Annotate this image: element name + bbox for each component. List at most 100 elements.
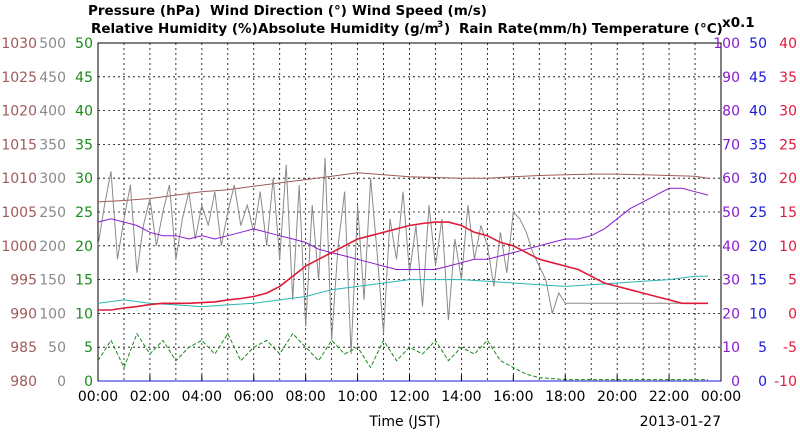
- y-tick-label-wind-dir: 200: [39, 239, 66, 255]
- y-tick-label-rain: 20: [749, 239, 767, 255]
- series-line-0: [97, 172, 709, 203]
- y-tick-label-pressure: 1030: [1, 36, 37, 52]
- y-tick-label-rel-hum: 90: [722, 70, 740, 86]
- y-tick-label-temp: 10: [779, 239, 797, 255]
- y-tick-label-temp: -5: [783, 340, 797, 356]
- x-tick-label: 00:00: [78, 389, 118, 405]
- y-tick-label-rain: 25: [749, 205, 767, 221]
- y-tick-label-wind-speed: 10: [75, 306, 93, 322]
- y-tick-label-rel-hum: 30: [722, 273, 740, 289]
- x-tick-label: 22:00: [649, 389, 689, 405]
- y-tick-label-pressure: 995: [10, 273, 37, 289]
- legend-rain-rate: Rain Rate(mm/h): [459, 21, 588, 37]
- series-line-4: [97, 275, 708, 308]
- x-tick-label: 20:00: [597, 389, 637, 405]
- y-tick-label-rain: 40: [749, 104, 767, 120]
- y-tick-label-wind-speed: 40: [75, 104, 93, 120]
- y-tick-label-wind-speed: 45: [75, 70, 93, 86]
- y-tick-label-wind-dir: 400: [39, 104, 66, 120]
- y-tick-label-wind-speed: 35: [75, 137, 93, 153]
- y-tick-label-rain: 5: [758, 340, 767, 356]
- y-tick-label-rain: 0: [758, 374, 767, 390]
- x-axis-label: Time (JST): [368, 414, 440, 430]
- series-line-3: [97, 187, 709, 270]
- y-tick-label-wind-speed: 0: [84, 374, 93, 390]
- legend-temperature: Temperature (°C): [592, 21, 723, 37]
- y-tick-label-pressure: 1010: [1, 171, 37, 187]
- x-tick-label: 02:00: [130, 389, 170, 405]
- y-tick-label-wind-dir: 500: [39, 36, 66, 52]
- y-tick-label-rain: 15: [749, 273, 767, 289]
- legend-absolute-humidity-close: ): [444, 21, 450, 37]
- y-tick-label-rel-hum: 50: [722, 205, 740, 221]
- y-tick-label-wind-speed: 15: [75, 273, 93, 289]
- y-tick-label-pressure: 1020: [1, 104, 37, 120]
- y-tick-label-temp: 35: [779, 70, 797, 86]
- y-tick-label-rain: 50: [749, 36, 767, 52]
- y-tick-label-wind-dir: 50: [48, 340, 66, 356]
- legend-wind-direction: Wind Direction (°): [210, 3, 347, 19]
- legend-absolute-humidity: Absolute Humidity (g/m: [258, 21, 439, 37]
- y-tick-label-temp: 30: [779, 104, 797, 120]
- y-tick-label-pressure: 990: [10, 306, 37, 322]
- y-tick-label-temp: 20: [779, 171, 797, 187]
- legend-pressure: Pressure (hPa): [88, 3, 201, 19]
- y-tick-label-pressure: 1015: [1, 137, 37, 153]
- axes: 00:00 02:00 04:00 06:00 08:00 10:00 12:00 14:00…: [1, 36, 797, 405]
- x-tick-label: 10:00: [337, 389, 377, 405]
- y-tick-label-rel-hum: 80: [722, 104, 740, 120]
- series-line-6: [98, 221, 708, 311]
- y-tick-label-rel-hum: 100: [713, 36, 740, 52]
- date-label: 2013-01-27: [640, 414, 721, 430]
- x-tick-label: 06:00: [234, 389, 274, 405]
- y-tick-label-wind-dir: 350: [39, 137, 66, 153]
- y-tick-label-rain: 30: [749, 171, 767, 187]
- y-tick-label-temp: 0: [788, 306, 797, 322]
- plot-area: [97, 157, 721, 382]
- x-tick-label: 18:00: [545, 389, 585, 405]
- y-tick-label-wind-speed: 25: [75, 205, 93, 221]
- y-tick-label-temp: 40: [779, 36, 797, 52]
- y-tick-label-temp: -10: [774, 374, 797, 390]
- y-tick-label-rel-hum: 40: [722, 239, 740, 255]
- x-tick-label: 04:00: [182, 389, 222, 405]
- x-tick-label: 00:00: [701, 389, 741, 405]
- y-tick-label-pressure: 1000: [1, 239, 37, 255]
- y-tick-label-wind-dir: 100: [39, 306, 66, 322]
- y-tick-label-pressure: 1025: [1, 70, 37, 86]
- y-tick-label-rain: 10: [749, 306, 767, 322]
- x-tick-label: 14:00: [441, 389, 481, 405]
- y-tick-label-temp: 15: [779, 205, 797, 221]
- y-tick-label-pressure: 1005: [1, 205, 37, 221]
- y-tick-label-rel-hum: 0: [731, 374, 740, 390]
- y-tick-label-rel-hum: 70: [722, 137, 740, 153]
- y-tick-label-wind-speed: 20: [75, 239, 93, 255]
- y-tick-label-rain: 35: [749, 137, 767, 153]
- y-tick-label-temp: 25: [779, 137, 797, 153]
- y-tick-label-rain: 45: [749, 70, 767, 86]
- grid: [97, 42, 722, 382]
- series-line-2: [97, 332, 708, 381]
- y-tick-label-wind-speed: 50: [75, 36, 93, 52]
- legend-wind-speed: Wind Speed (m/s): [352, 3, 487, 19]
- y-tick-label-temp: 5: [788, 273, 797, 289]
- y-tick-label-rel-hum: 20: [722, 306, 740, 322]
- y-tick-label-wind-dir: 150: [39, 273, 66, 289]
- x-tick-label: 16:00: [493, 389, 533, 405]
- y-tick-label-wind-speed: 5: [84, 340, 93, 356]
- series-line-1: [97, 157, 708, 355]
- legend-relative-humidity: Relative Humidity (%): [91, 21, 258, 37]
- y-tick-label-wind-dir: 0: [57, 374, 66, 390]
- legend: Pressure (hPa) Wind Direction (°) Wind S…: [88, 3, 755, 37]
- x-tick-label: 12:00: [389, 389, 429, 405]
- y-tick-label-wind-speed: 30: [75, 171, 93, 187]
- y-tick-label-wind-dir: 300: [39, 171, 66, 187]
- legend-absolute-humidity-exponent: 3: [437, 20, 443, 30]
- y-tick-label-wind-dir: 250: [39, 205, 66, 221]
- y-tick-label-rel-hum: 10: [722, 340, 740, 356]
- y-tick-label-pressure: 980: [10, 374, 37, 390]
- y-tick-label-pressure: 985: [10, 340, 37, 356]
- y-tick-label-wind-dir: 450: [39, 70, 66, 86]
- x-tick-label: 08:00: [285, 389, 325, 405]
